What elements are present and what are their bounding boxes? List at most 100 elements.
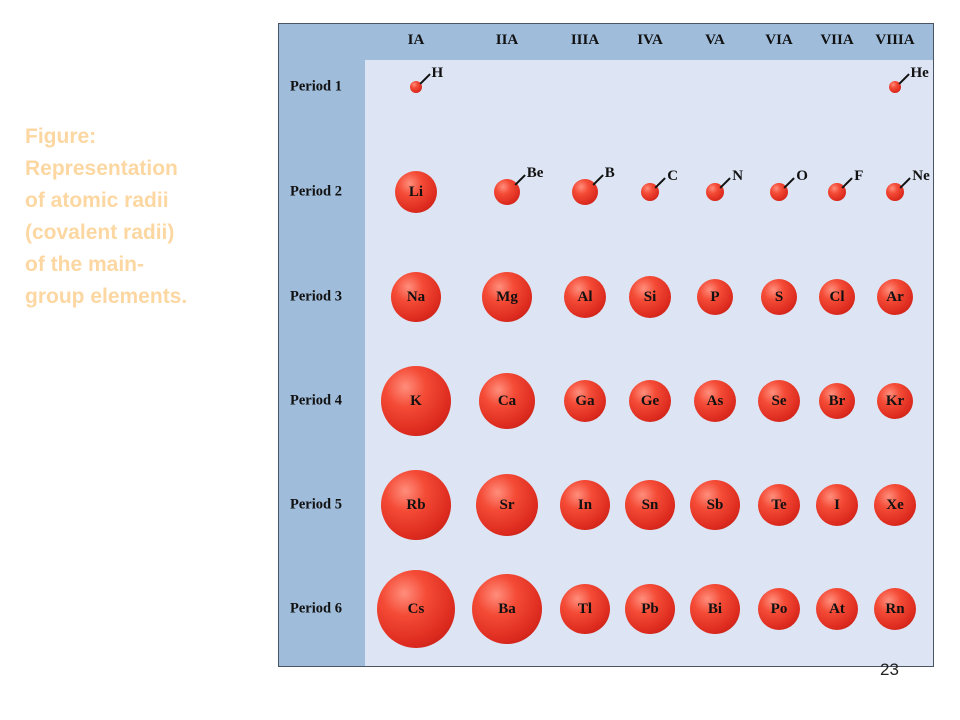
atom-as: As <box>694 380 736 422</box>
leader-line-f <box>841 176 853 188</box>
element-symbol-xe: Xe <box>886 496 904 513</box>
period-label-5: Period 5 <box>290 496 342 513</box>
atom-he <box>889 81 901 93</box>
atom-p: P <box>697 279 733 315</box>
element-symbol-cl: Cl <box>829 288 845 305</box>
element-symbol-ne: Ne <box>912 167 930 184</box>
atom-rn: Rn <box>874 588 916 630</box>
atom-li: Li <box>395 171 437 213</box>
group-header-via: VIA <box>765 32 793 48</box>
element-symbol-he: He <box>910 64 929 81</box>
period-label-3: Period 3 <box>290 288 342 305</box>
atom-br: Br <box>819 383 855 419</box>
element-symbol-ge: Ge <box>640 392 660 409</box>
atom-si: Si <box>629 276 671 318</box>
atom-ga: Ga <box>564 380 606 422</box>
element-symbol-n: N <box>732 167 744 184</box>
element-symbol-tl: Tl <box>577 600 593 617</box>
leader-line-n <box>719 176 731 188</box>
leader-line-o <box>783 176 795 188</box>
element-symbol-h: H <box>431 64 444 81</box>
atom-cl: Cl <box>819 279 855 315</box>
element-symbol-s: S <box>774 288 784 305</box>
element-symbol-te: Te <box>771 496 787 513</box>
page-number: 23 <box>880 660 899 679</box>
atom-pb: Pb <box>625 584 675 634</box>
leader-line-ne <box>899 176 911 188</box>
period-label-6: Period 6 <box>290 600 342 617</box>
atom-i: I <box>816 484 858 526</box>
period-label-1: Period 1 <box>290 78 342 95</box>
element-symbol-ar: Ar <box>886 288 904 305</box>
leader-line-he <box>898 73 910 85</box>
leader-line-b <box>592 174 604 186</box>
element-symbol-si: Si <box>643 288 657 305</box>
element-symbol-cs: Cs <box>407 600 425 617</box>
group-header-ia: IA <box>407 32 425 48</box>
group-header-viia: VIIA <box>820 32 854 48</box>
period-label-column <box>279 24 365 666</box>
group-header-iia: IIA <box>495 32 519 48</box>
element-symbol-i: I <box>834 496 840 513</box>
element-symbol-kr: Kr <box>885 392 905 409</box>
element-symbol-at: At <box>829 600 845 617</box>
group-header-viiia: VIIIA <box>875 32 915 48</box>
group-header-bar <box>279 24 933 60</box>
atom-cs: Cs <box>377 570 455 648</box>
atom-h <box>410 81 422 93</box>
atom-xe: Xe <box>874 484 916 526</box>
leader-line-h <box>419 73 431 85</box>
atom-in: In <box>560 480 610 530</box>
element-symbol-be: Be <box>526 165 544 182</box>
element-symbol-pb: Pb <box>641 600 659 617</box>
element-symbol-se: Se <box>771 392 787 409</box>
atom-po: Po <box>758 588 800 630</box>
element-symbol-mg: Mg <box>496 288 518 305</box>
element-symbol-sb: Sb <box>706 496 724 513</box>
atom-te: Te <box>758 484 800 526</box>
leader-line-c <box>654 176 666 188</box>
element-symbol-p: P <box>710 288 720 305</box>
element-symbol-sr: Sr <box>499 496 515 513</box>
atom-kr: Kr <box>877 383 913 419</box>
element-symbol-rb: Rb <box>406 496 426 513</box>
atom-s: S <box>761 279 797 315</box>
period-label-2: Period 2 <box>290 183 342 200</box>
element-symbol-sn: Sn <box>641 496 659 513</box>
element-symbol-na: Na <box>406 288 426 305</box>
element-symbol-ga: Ga <box>575 392 595 409</box>
element-symbol-k: K <box>410 392 422 409</box>
atom-ne <box>886 183 904 201</box>
atom-n <box>706 183 724 201</box>
atom-bi: Bi <box>690 584 740 634</box>
atom-sn: Sn <box>625 480 675 530</box>
atom-c <box>641 183 659 201</box>
element-symbol-f: F <box>854 167 864 184</box>
atom-ca: Ca <box>479 373 535 429</box>
atom-na: Na <box>391 272 441 322</box>
element-symbol-ba: Ba <box>498 600 516 617</box>
atom-tl: Tl <box>560 584 610 634</box>
atom-sr: Sr <box>476 474 538 536</box>
atom-o <box>770 183 788 201</box>
atom-ba: Ba <box>472 574 542 644</box>
element-symbol-br: Br <box>828 392 846 409</box>
element-symbol-o: O <box>796 167 808 184</box>
element-symbol-c: C <box>667 167 679 184</box>
element-symbol-in: In <box>577 496 593 513</box>
group-header-iva: IVA <box>637 32 663 48</box>
element-symbol-ca: Ca <box>497 392 517 409</box>
group-header-va: VA <box>705 32 725 48</box>
element-symbol-rn: Rn <box>885 600 905 617</box>
element-symbol-bi: Bi <box>707 600 723 617</box>
element-symbol-li: Li <box>408 183 424 200</box>
element-symbol-as: As <box>706 392 724 409</box>
group-header-iiia: IIIA <box>570 32 600 48</box>
atom-f <box>828 183 846 201</box>
atom-ar: Ar <box>877 279 913 315</box>
atom-rb: Rb <box>381 470 451 540</box>
element-symbol-al: Al <box>577 288 593 305</box>
atom-ge: Ge <box>629 380 671 422</box>
atom-al: Al <box>564 276 606 318</box>
atom-at: At <box>816 588 858 630</box>
